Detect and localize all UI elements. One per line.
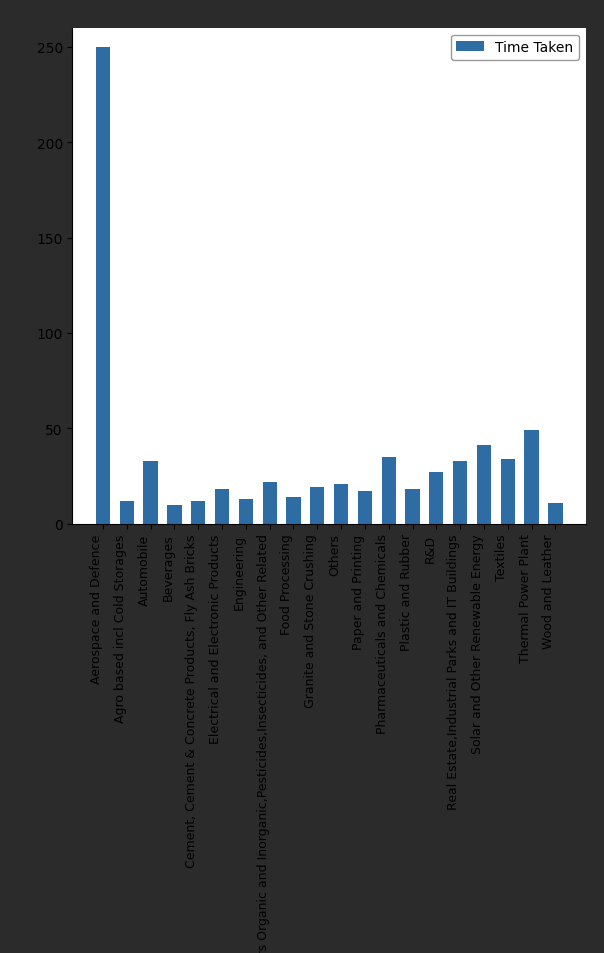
Bar — [167, 505, 182, 524]
Bar — [286, 497, 301, 524]
Bar — [477, 446, 491, 524]
Bar — [310, 488, 324, 524]
Bar — [191, 501, 205, 524]
Bar — [453, 461, 467, 524]
Bar — [96, 48, 110, 524]
Bar — [215, 490, 229, 524]
Bar — [548, 503, 562, 524]
Bar — [120, 501, 134, 524]
Bar — [405, 490, 420, 524]
Bar — [358, 492, 372, 524]
Bar — [334, 484, 349, 524]
Bar — [524, 431, 539, 524]
Bar — [263, 482, 277, 524]
Legend: Time Taken: Time Taken — [451, 35, 579, 61]
Bar — [143, 461, 158, 524]
Bar — [501, 459, 515, 524]
Bar — [429, 473, 443, 524]
Bar — [239, 499, 253, 524]
Bar — [382, 457, 396, 524]
